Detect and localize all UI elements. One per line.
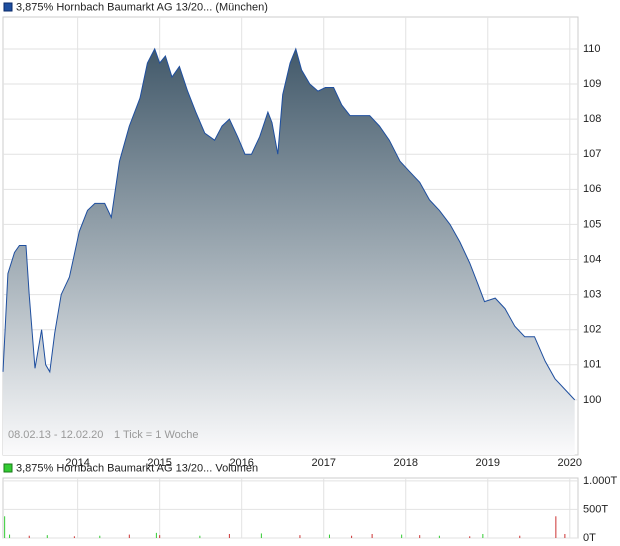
volume-bar <box>46 535 48 538</box>
x-tick-label: 2019 <box>476 457 500 469</box>
volume-bar <box>469 536 471 538</box>
y-tick-label: 100 <box>583 394 601 406</box>
legend-label: 3,875% Hornbach Baumarkt AG 13/20... (Mü… <box>16 1 268 13</box>
plot-frame <box>2 477 579 539</box>
y-tick-label: 101 <box>583 359 601 371</box>
x-tick-label: 2016 <box>229 457 253 469</box>
y-tick-label: 500T <box>583 503 608 515</box>
annotation: 1 Tick = 1 Woche <box>114 429 198 441</box>
volume-bar <box>199 535 201 538</box>
y-tick-label: 106 <box>583 183 601 195</box>
x-tick-label: 2014 <box>65 457 89 469</box>
volume-bar <box>9 534 11 538</box>
y-tick-label: 102 <box>583 324 601 336</box>
volume-bar <box>555 516 557 538</box>
volume-bar <box>73 536 75 538</box>
volume-bar <box>228 534 230 538</box>
annotation: 08.02.13 - 12.02.20 <box>8 429 103 441</box>
x-tick-label: 2020 <box>558 457 582 469</box>
volume-bar <box>299 535 301 538</box>
y-tick-label: 109 <box>583 78 601 90</box>
x-tick-label: 2018 <box>394 457 418 469</box>
volume-bar <box>155 532 157 538</box>
y-tick-label: 103 <box>583 289 601 301</box>
legend-swatch <box>3 2 13 12</box>
volume-bar <box>328 534 330 538</box>
y-tick-label: 108 <box>583 113 601 125</box>
volume-bar <box>28 535 30 538</box>
price-line <box>2 47 576 401</box>
y-tick-label: 0T <box>583 532 596 544</box>
volume-bar <box>519 535 521 538</box>
y-tick-label: 107 <box>583 148 601 160</box>
y-tick-label: 105 <box>583 218 601 230</box>
volume-bar <box>351 535 353 538</box>
y-tick-label: 104 <box>583 253 601 265</box>
x-tick-label: 2017 <box>311 457 335 469</box>
volume-bar <box>401 534 403 538</box>
volume-bar <box>260 533 262 538</box>
volume-bar <box>438 535 440 538</box>
area-fill <box>3 48 575 456</box>
y-tick-label: 1.000T <box>583 475 618 487</box>
legend-label: 3,875% Hornbach Baumarkt AG 13/20... Vol… <box>16 462 258 474</box>
volume-bar <box>371 534 373 538</box>
x-tick-label: 2015 <box>147 457 171 469</box>
volume-bar <box>419 535 421 538</box>
volume-bar <box>159 535 161 538</box>
volume-bar <box>564 534 566 538</box>
legend-swatch <box>3 463 13 473</box>
volume-bar <box>99 535 101 538</box>
volume-bar <box>128 534 130 538</box>
y-tick-label: 110 <box>583 43 601 55</box>
volume-bar <box>4 516 6 538</box>
volume-bar <box>482 534 484 538</box>
